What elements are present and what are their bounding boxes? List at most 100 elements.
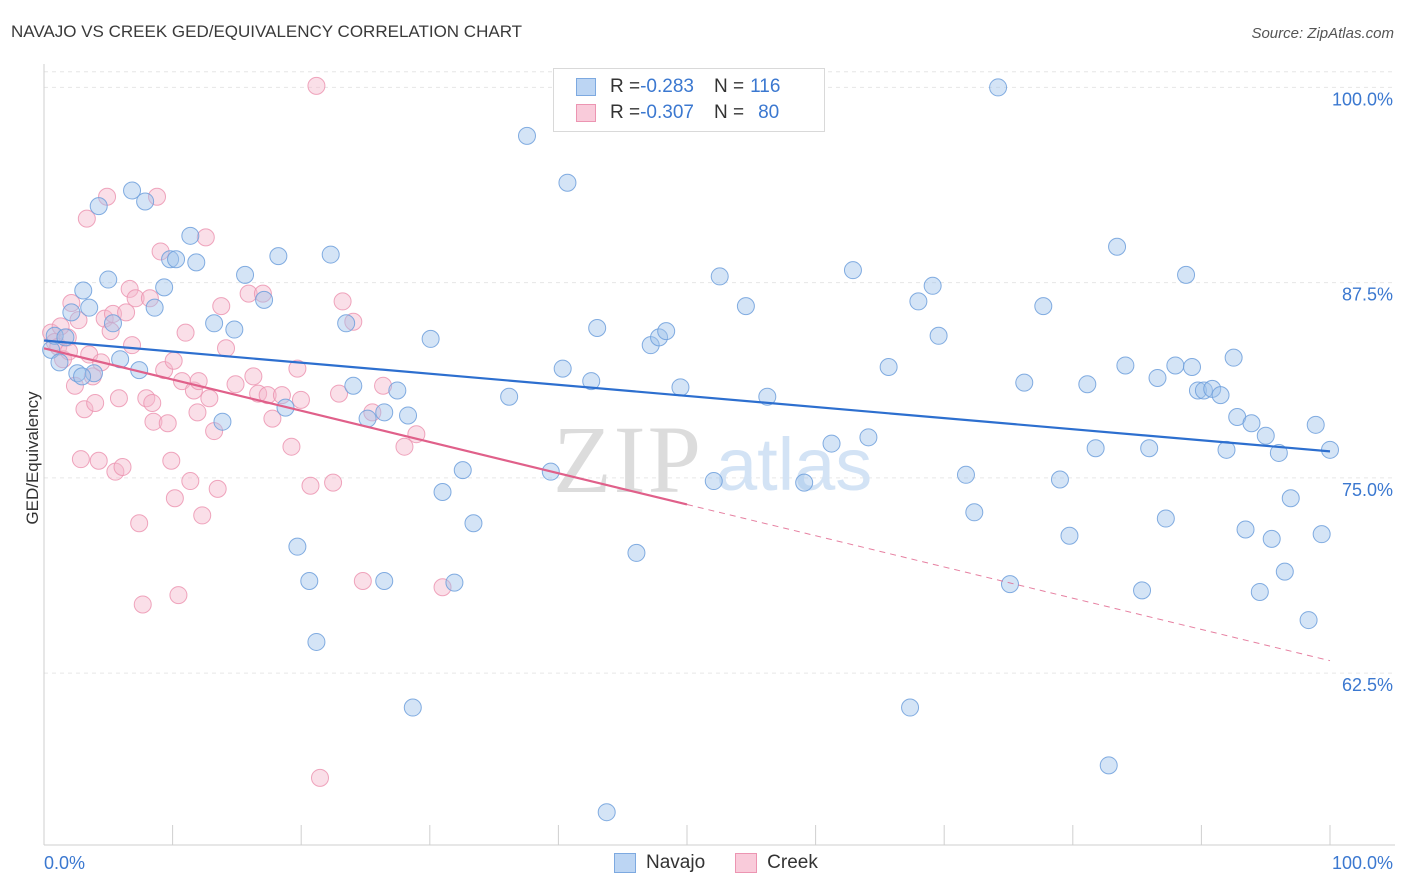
navajo-point [155,278,174,297]
navajo-point [1188,381,1207,400]
x-tick-label: 100.0% [1332,853,1393,873]
navajo-point [1262,529,1281,548]
trend-lines [43,339,1331,662]
navajo-point [213,412,232,431]
navajo-point [73,367,92,386]
creek-point [344,312,363,331]
navajo-point [1256,426,1275,445]
navajo-point [288,537,307,556]
navajo-point [50,353,69,372]
navajo-point [843,261,862,280]
navajo-point [1217,440,1236,459]
navajo-point [1034,297,1053,316]
creek-point [137,389,156,408]
creek-point [140,289,159,308]
watermark-atlas: atlas [716,423,872,506]
navajo-point [62,303,81,322]
creek-point [123,336,142,355]
navajo-point [1183,358,1202,377]
navajo-point [758,387,777,406]
creek-point [249,384,268,403]
navajo-point [553,359,572,378]
creek-point [151,242,170,261]
navajo-point [929,326,948,345]
navajo-point [597,803,616,822]
navajo-point [582,372,601,391]
navajo-point [558,173,577,192]
creek-point [193,506,212,525]
navajo-point [1177,265,1196,284]
creek-point [103,304,122,323]
creek-point [162,451,181,470]
navajo-point [337,314,356,333]
navajo-point [236,265,255,284]
creek-point [83,367,102,386]
creek-point [188,403,207,422]
creek-point [291,390,310,409]
navajo-point [375,572,394,591]
navajo-point [80,298,99,317]
creek-point [212,297,231,316]
navajo-point [321,245,340,264]
creek-point [51,317,70,336]
navajo-point [255,290,274,309]
creek-point [324,473,343,492]
navajo-point [1312,525,1331,544]
tick-labels: 62.5% 75.0% 87.5% 100.0% 0.0% 100.0% [44,89,1393,873]
navajo-point [1236,520,1255,539]
navajo-point [1099,756,1118,775]
creek-point [217,339,236,358]
navajo-point [822,434,841,453]
creek-point [113,457,132,476]
creek-point [89,451,108,470]
navajo-point [388,381,407,400]
navajo-point [901,698,920,717]
navajo-point [453,461,472,480]
navajo-point [1116,356,1135,375]
creek-point [148,187,167,206]
creek-point [353,572,372,591]
navajo-point [161,250,180,269]
navajo-point [879,358,898,377]
navajo-point [300,572,319,591]
navajo-point [1086,439,1105,458]
creek-point [117,303,136,322]
navajo-point [1000,575,1019,594]
navajo-point [1148,368,1167,387]
navajo-point [1078,375,1097,394]
legend-r-label: R = [610,76,641,97]
creek-trend-line [43,347,688,506]
creek-point [164,351,183,370]
legend-row-navajo: R = -0.283 N = 116 [576,75,780,99]
navajo-point [923,276,942,295]
creek-point [330,384,349,403]
creek-point [263,409,282,428]
x-tick-label: 0.0% [44,853,85,873]
creek-point [333,292,352,311]
creek-point [395,437,414,456]
watermark: ZIP atlas [553,406,872,513]
creek-point [120,279,139,298]
navajo-point [736,297,755,316]
creek-point [433,578,452,597]
navajo-trend-line [43,339,1331,453]
legend-r-label: R = [610,102,641,123]
navajo-point [445,573,464,592]
chart-title: NAVAJO VS CREEK GED/EQUIVALENCY CORRELAT… [11,22,523,41]
navajo-point [403,698,422,717]
axes [43,64,1395,846]
legend-n-label: N = [713,76,745,97]
navajo-point [1108,237,1127,256]
creek-point [244,367,263,386]
creek-point [301,476,320,495]
navajo-point [500,387,519,406]
navajo-point [84,364,103,383]
creek-point [133,595,152,614]
legend-n-value: 116 [750,76,781,97]
navajo-point [795,473,814,492]
y-tick-label: 87.5% [1342,285,1393,305]
navajo-point [307,632,326,651]
series-legend: Navajo Creek [614,852,818,874]
creek-point [196,228,215,247]
navajo-point [704,472,723,491]
